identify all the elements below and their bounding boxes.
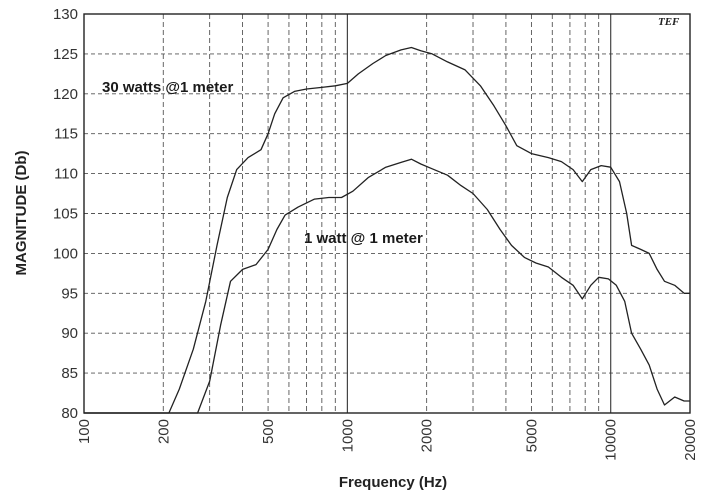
x-tick-label: 1000 <box>339 419 356 452</box>
y-tick-label: 105 <box>53 206 78 223</box>
y-tick-label: 95 <box>61 285 78 302</box>
y-tick-labels: 80 85 90 95 100 105 110 115 120 125 130 <box>53 6 78 422</box>
series-line-1 <box>84 158 690 414</box>
y-tick-label: 80 <box>61 405 78 422</box>
x-tick-label: 5000 <box>523 419 540 452</box>
x-tick-label: 100 <box>76 419 93 444</box>
y-tick-label: 85 <box>61 365 78 382</box>
x-tick-label: 2000 <box>419 419 436 452</box>
series-label-1w: 1 watt @ 1 meter <box>304 230 423 247</box>
series-lines <box>84 46 690 414</box>
y-tick-label: 120 <box>53 86 78 103</box>
series-label-30w: 30 watts @1 meter <box>102 79 234 96</box>
y-axis-title: MAGNITUDE (Db) <box>13 151 30 276</box>
x-tick-label: 200 <box>155 419 172 444</box>
y-tick-label: 125 <box>53 46 78 63</box>
y-tick-label: 90 <box>61 325 78 342</box>
x-axis-title: Frequency (Hz) <box>339 474 447 491</box>
x-tick-label: 500 <box>260 419 277 444</box>
y-tick-label: 130 <box>53 6 78 23</box>
y-tick-label: 115 <box>54 126 78 143</box>
x-tick-labels: 100 200 500 1000 2000 5000 10000 20000 <box>76 419 699 461</box>
plot-frame <box>83 13 691 414</box>
series-line-0 <box>84 46 690 414</box>
x-tick-label: 20000 <box>682 419 699 461</box>
tef-logo: TEF <box>658 16 680 28</box>
y-tick-label: 110 <box>54 166 78 183</box>
x-tick-label: 10000 <box>603 419 620 461</box>
grid <box>84 14 690 413</box>
y-tick-label: 100 <box>53 245 78 262</box>
